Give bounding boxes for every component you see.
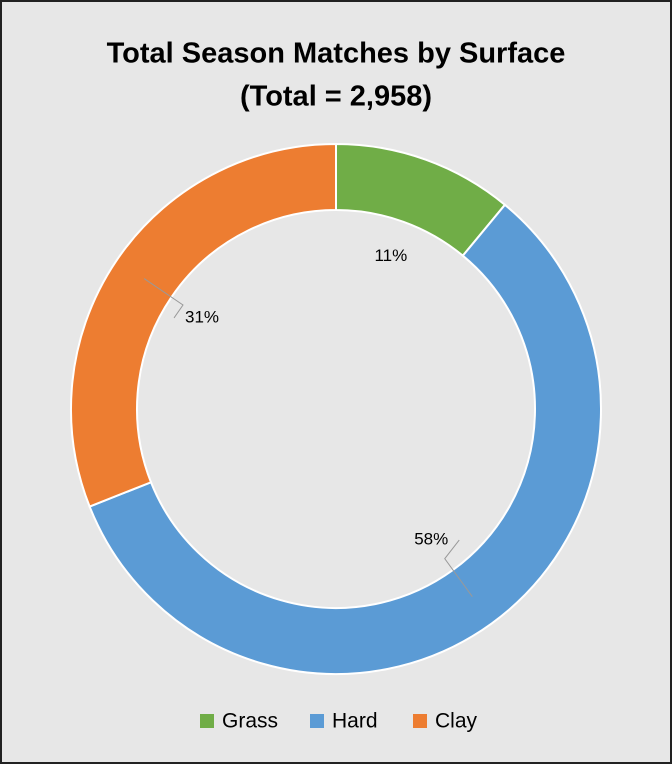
data-label: 11%	[374, 246, 407, 265]
chart-subtitle: (Total = 2,958)	[240, 81, 432, 113]
legend: Grass Hard Clay	[200, 710, 478, 733]
legend-label: Hard	[332, 710, 378, 733]
donut-segment	[70, 142, 337, 508]
legend-swatch	[200, 714, 214, 728]
plot: 11% 58% 31%	[70, 142, 602, 675]
leader-line	[143, 278, 184, 319]
legend-label: Grass	[222, 710, 278, 733]
chart-title: Total Season Matches by Surface	[107, 38, 566, 70]
data-label: 31%	[185, 307, 219, 326]
leader-line	[444, 539, 473, 597]
legend-swatch	[413, 714, 427, 728]
legend-swatch	[310, 714, 324, 728]
legend-label: Clay	[435, 710, 478, 733]
donut-segment	[88, 203, 602, 675]
data-label: 58%	[414, 530, 448, 549]
